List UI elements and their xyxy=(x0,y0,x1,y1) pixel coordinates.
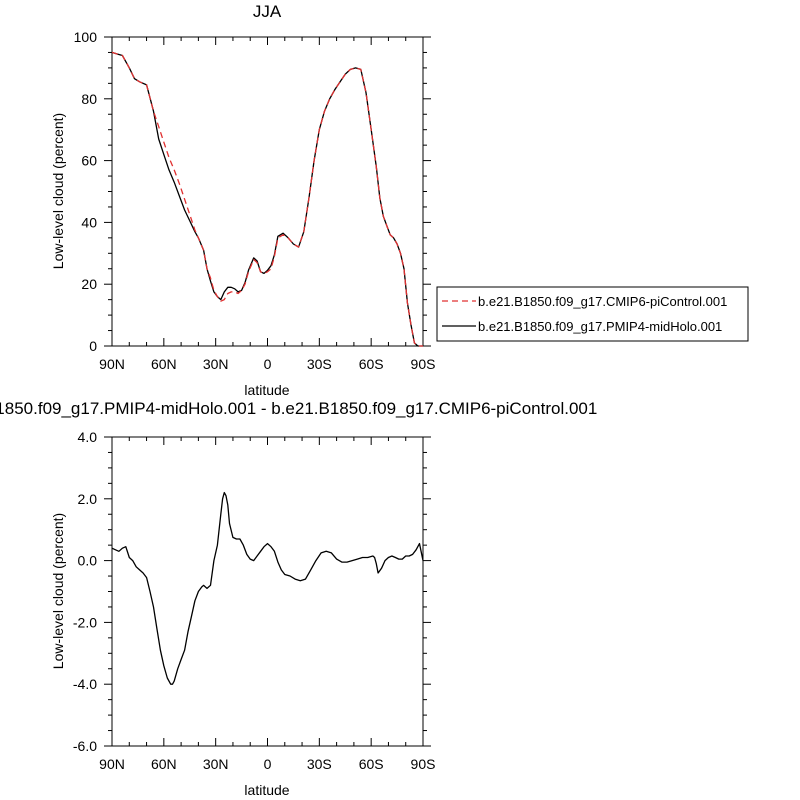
top-x-axis-label: latitude xyxy=(244,382,289,398)
top-y-tick-label: 40 xyxy=(81,214,97,230)
bottom-y-tick-label: -2.0 xyxy=(73,614,97,630)
top-series-line-0 xyxy=(111,51,423,347)
bottom-x-tick-label: 90N xyxy=(99,756,125,772)
bottom-y-tick-label: -4.0 xyxy=(73,676,97,692)
plot-top: 90N 60N 30N 0 30S 60S 90S 0 20 40 60 80 100 xyxy=(74,29,436,372)
top-x-tick-label: 30N xyxy=(203,356,229,372)
legend-box xyxy=(436,286,749,342)
top-y-tick-label: 20 xyxy=(81,276,97,292)
top-y-axis-label: Low-level cloud (percent) xyxy=(50,113,66,269)
legend-label-picontrol: b.e21.B1850.f09_g17.CMIP6-piControl.001 xyxy=(478,294,727,309)
top-x-tick-label: 60S xyxy=(359,356,384,372)
legend-label-midholo: b.e21.B1850.f09_g17.PMIP4-midHolo.001 xyxy=(478,319,722,334)
bottom-x-tick-label: 60N xyxy=(151,756,177,772)
top-y-tick-label: 0 xyxy=(89,338,97,354)
top-plot-frame xyxy=(111,36,424,347)
bottom-chart-title: b.e21.B1850.f09_g17.PMIP4-midHolo.001 - … xyxy=(0,399,597,418)
top-x-tick-label: 0 xyxy=(264,356,272,372)
bottom-x-tick-label: 60S xyxy=(359,756,384,772)
bottom-y-tick-label: 2.0 xyxy=(78,491,98,507)
bottom-y-tick-label: -6.0 xyxy=(73,738,97,754)
bottom-x-tick-label: 30S xyxy=(307,756,332,772)
top-y-tick-label: 80 xyxy=(81,91,97,107)
top-chart-title: JJA xyxy=(253,2,282,21)
bottom-x-tick-label: 0 xyxy=(264,756,272,772)
bottom-y-axis-label: Low-level cloud (percent) xyxy=(50,513,66,669)
bottom-plot-frame xyxy=(111,436,424,747)
bottom-x-tick-label: 90S xyxy=(411,756,436,772)
bottom-series-line-0 xyxy=(111,491,424,685)
top-x-tick-label: 90S xyxy=(411,356,436,372)
bottom-y-tick-label: 4.0 xyxy=(78,429,98,445)
top-y-tick-label: 100 xyxy=(74,29,98,45)
legend: b.e21.B1850.f09_g17.CMIP6-piControl.001 … xyxy=(436,286,749,342)
top-y-tick-label: 60 xyxy=(81,153,97,169)
top-x-tick-label: 60N xyxy=(151,356,177,372)
top-x-tick-label: 90N xyxy=(99,356,125,372)
top-series-line-1 xyxy=(111,51,423,347)
bottom-x-axis-label: latitude xyxy=(244,782,289,798)
top-x-tick-label: 30S xyxy=(307,356,332,372)
plot-bottom: 90N 60N 30N 0 30S 60S 90S -6.0 -4.0 -2.0 0.0 2.0 4.0 xyxy=(73,429,436,772)
bottom-y-tick-label: 0.0 xyxy=(78,553,98,569)
bottom-x-tick-label: 30N xyxy=(203,756,229,772)
